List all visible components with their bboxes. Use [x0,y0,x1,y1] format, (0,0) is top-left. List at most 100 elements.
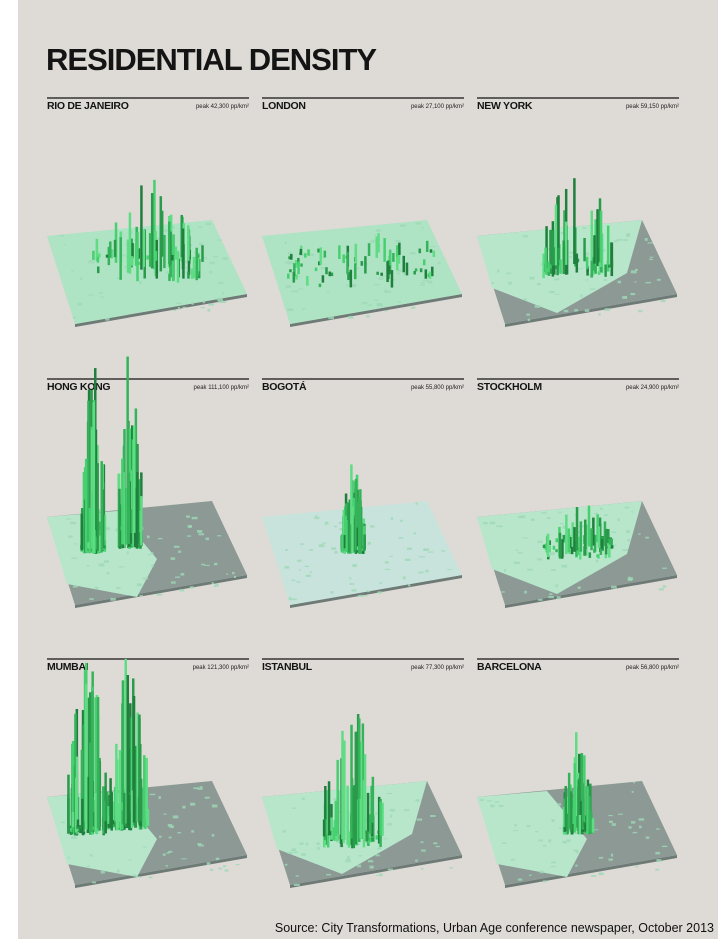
land-speck [628,577,631,579]
land-speck [578,587,581,589]
land-speck [518,552,523,554]
land-speck [326,874,331,875]
density-tower [109,241,112,257]
land-speck [390,815,392,818]
land-speck [370,525,374,527]
land-speck [285,262,289,264]
density-tower [376,835,379,839]
land-speck [639,826,642,829]
land-speck [632,791,634,793]
density-tower [363,535,366,550]
density-tower [605,530,608,555]
land-speck [421,282,425,283]
land-speck [551,862,556,864]
land-speck [390,809,395,811]
density-tower [544,248,547,272]
land-speck [129,859,131,860]
density-tower [290,254,293,260]
density-tower [552,230,555,265]
land-speck [662,846,668,847]
land-speck [306,575,311,577]
land-speck [645,238,648,241]
land-speck [574,309,578,311]
land-speck [99,292,102,294]
density-tower [168,222,171,265]
land-speck [182,806,185,809]
land-speck [73,317,76,318]
land-speck [334,526,337,528]
land-speck [590,288,595,289]
land-speck [483,522,488,524]
land-speck [150,794,156,796]
density-tower [135,243,138,265]
land-speck [285,549,287,551]
land-speck [618,281,622,284]
land-speck [300,543,304,545]
density-tower [610,270,613,276]
density-tower [419,249,422,254]
density-tower [133,426,136,548]
land-speck [377,847,381,849]
density-tower [608,265,611,268]
land-speck [625,507,629,509]
land-speck [89,598,93,600]
land-speck [232,572,234,574]
land-speck [436,846,440,847]
land-speck [346,285,348,287]
land-speck [529,277,534,280]
land-speck [325,522,329,525]
density-tower [169,264,172,277]
land-speck [99,563,104,566]
land-speck [374,299,378,300]
land-speck [362,302,368,304]
density-tower [564,539,567,543]
land-speck [226,574,228,575]
density-tower [342,254,345,263]
land-speck [296,875,299,876]
density-tower [583,238,586,261]
land-speck [374,284,380,285]
land-speck [173,815,179,818]
land-speck [383,838,387,839]
density-tower [300,263,303,266]
land-speck [174,546,180,548]
land-speck [535,305,541,308]
density-tower [333,827,336,840]
land-speck [63,244,65,245]
land-speck [95,587,99,590]
density-tower [353,787,356,848]
land-speck [90,854,93,856]
land-speck [504,569,506,572]
peak-label: peak 24,900 pp/km² [626,385,679,391]
land-speck [385,561,389,563]
land-speck [563,841,567,844]
density-tower [354,263,357,279]
land-speck [213,256,218,258]
land-speck [497,270,499,273]
land-speck [348,316,353,319]
density-tower [90,776,93,830]
land-speck [206,223,211,225]
land-speck [529,875,532,876]
land-speck [385,569,390,570]
land-speck [399,537,404,539]
land-speck [212,582,214,584]
land-speck [301,853,305,856]
density-tower [391,270,394,287]
land-speck [638,310,642,312]
land-speck [410,252,416,254]
land-speck [398,301,401,303]
density-tower [331,273,334,276]
density-tower [163,235,166,268]
land-speck [157,594,163,596]
density-tower [293,272,296,283]
land-speck [655,869,659,871]
land-speck [68,535,73,537]
land-speck [339,522,343,524]
city-name: HONG KONG [47,381,110,393]
land-speck [495,801,499,802]
density-tower [133,696,136,823]
land-speck [420,841,423,843]
land-speck [317,847,320,849]
land-speck [535,831,538,832]
